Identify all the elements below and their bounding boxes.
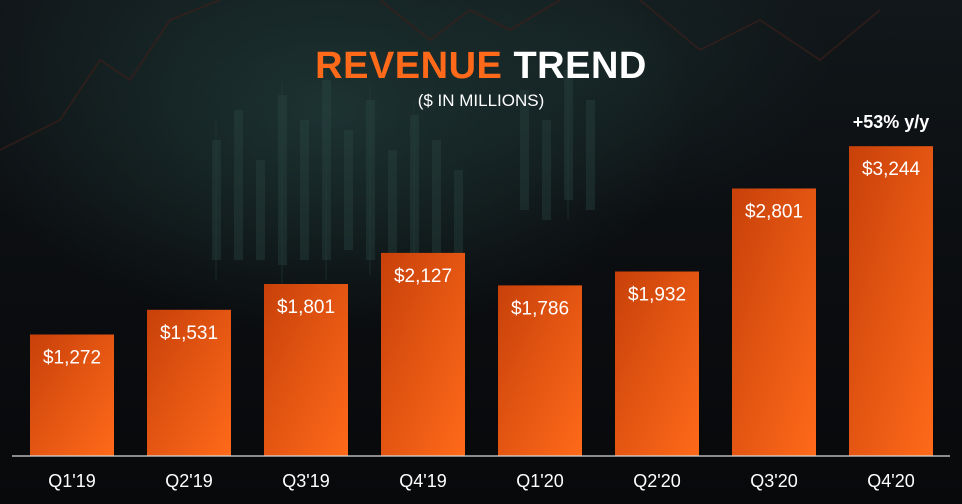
bar-q1-20 (498, 285, 582, 456)
bar-q3-20 (732, 188, 816, 456)
x-tick-label-q4-20: Q4'20 (867, 471, 914, 491)
x-tick-label-q2-20: Q2'20 (633, 471, 680, 491)
data-labels-layer: $1,272 $1,531 $1,801 $2,127 $1,786 $1,932 $2,8… (43, 159, 921, 368)
bar-q2-20 (615, 271, 699, 456)
page-subtitle: ($ IN MILLIONS) (417, 91, 545, 110)
bar-q2-19 (147, 309, 231, 456)
bar-q3-19 (264, 284, 348, 456)
data-label-q3-19: $1,801 (277, 297, 335, 318)
bars-layer (30, 146, 933, 456)
data-label-q3-20: $2,801 (745, 202, 803, 223)
data-label-q1-19: $1,272 (43, 348, 101, 369)
bar-q1-19 (30, 334, 114, 456)
title-accent-word: REVENUE (315, 45, 503, 87)
x-tick-label-q3-20: Q3'20 (750, 471, 797, 491)
page-title: REVENUE TREND (0, 44, 962, 88)
data-label-q2-20: $1,932 (628, 285, 686, 306)
title-plain-word: TREND (513, 45, 647, 87)
x-tick-label-q4-19: Q4'19 (399, 471, 446, 491)
x-tick-label-q1-20: Q1'20 (516, 471, 563, 491)
data-label-q4-20: $3,244 (862, 159, 921, 180)
yoy-growth-annotation: +53% y/y (853, 112, 930, 132)
data-label-q2-19: $1,531 (160, 323, 218, 344)
x-tick-labels-layer: Q1'19 Q2'19 Q3'19 Q4'19 Q1'20 Q2'20 Q3'20 Q4'20 (48, 471, 914, 491)
x-tick-label-q1-19: Q1'19 (48, 471, 95, 491)
annotation-layer: +53% y/y (853, 112, 930, 132)
data-label-q4-19: $2,127 (394, 266, 452, 287)
x-tick-label-q2-19: Q2'19 (165, 471, 212, 491)
x-tick-label-q3-19: Q3'19 (282, 471, 329, 491)
bar-q4-20 (849, 146, 933, 456)
data-label-q1-20: $1,786 (511, 298, 569, 319)
bar-q4-19 (381, 252, 465, 456)
